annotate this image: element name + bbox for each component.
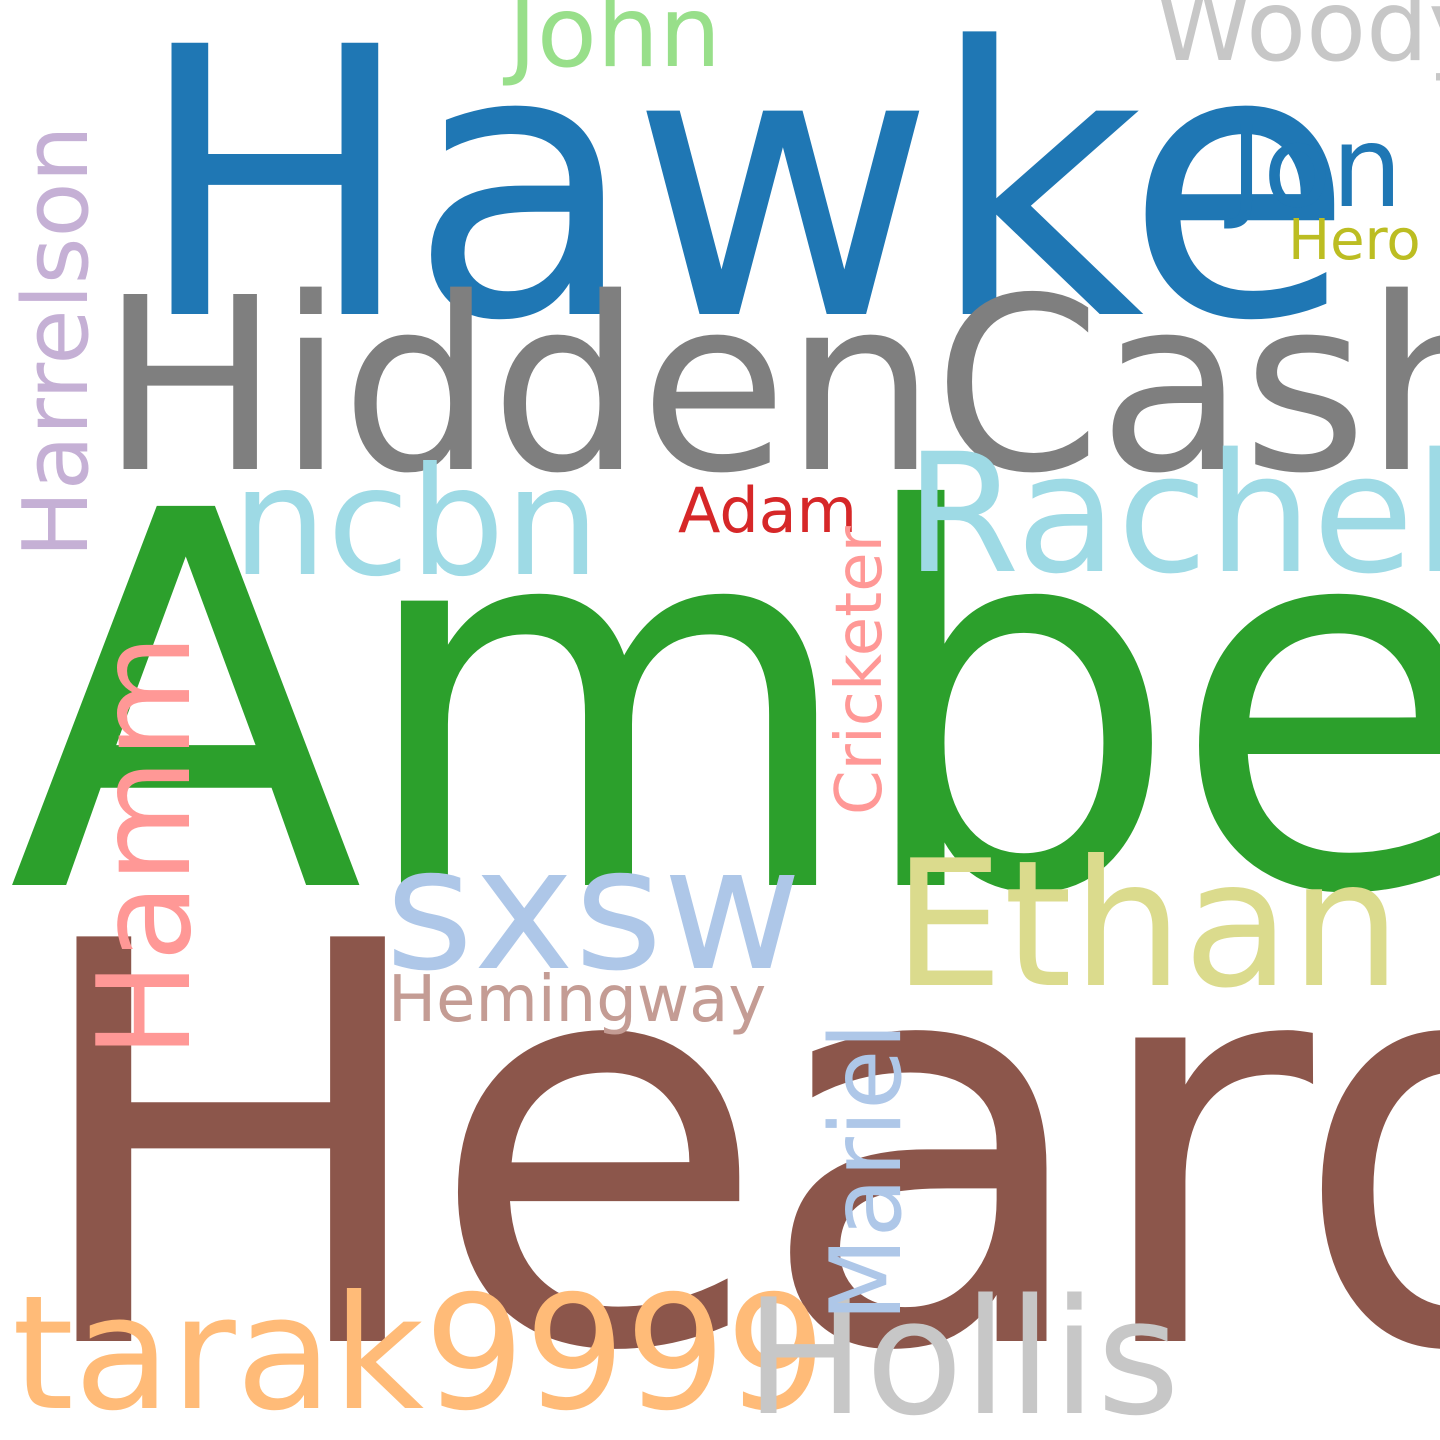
word-hawke: Hawke bbox=[135, 0, 1354, 402]
word-jon: Jon bbox=[1230, 103, 1403, 233]
word-hollis: Hollis bbox=[745, 1264, 1180, 1440]
word-sxsw: sxsw bbox=[385, 811, 802, 1009]
word-woody: Woody bbox=[1155, 0, 1440, 84]
word-mariel: Mariel bbox=[810, 1022, 924, 1322]
word-cricketer: Cricketer bbox=[823, 526, 897, 815]
word-rachel: Rachel bbox=[905, 418, 1440, 610]
word-ethan: Ethan bbox=[893, 824, 1402, 1027]
word-john: John bbox=[508, 0, 722, 90]
word-heard: Heard bbox=[22, 826, 1440, 1440]
word-hamm: Hamm bbox=[71, 633, 220, 1058]
word-adam: Adam bbox=[678, 474, 858, 547]
word-hiddencash: HiddenCash bbox=[100, 246, 1440, 526]
word-amber: Amber bbox=[8, 402, 1440, 1008]
word-hero: Hero bbox=[1288, 208, 1421, 273]
word-ncbn: ncbn bbox=[232, 436, 600, 610]
word-tarak9999: tarak9999 bbox=[12, 1262, 827, 1440]
word-harrelson: Harrelson bbox=[4, 125, 109, 558]
word-hemingway: Hemingway bbox=[388, 963, 767, 1037]
